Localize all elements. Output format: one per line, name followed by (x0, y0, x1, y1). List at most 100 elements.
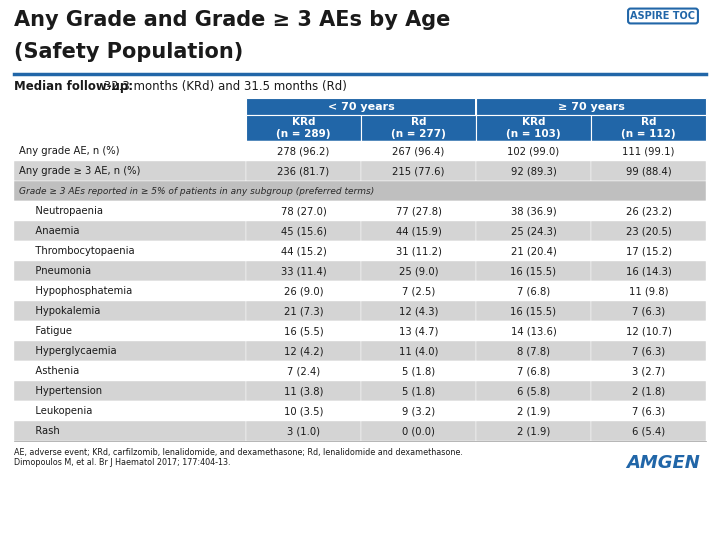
Bar (14, 341, 246, 361)
Bar (591, 141, 706, 161)
Text: Asthenia: Asthenia (26, 366, 79, 376)
Bar (361, 161, 476, 181)
Bar (361, 381, 476, 401)
Text: 11 (4.0): 11 (4.0) (399, 346, 438, 356)
Text: 111 (99.1): 111 (99.1) (622, 146, 675, 156)
Bar (476, 421, 591, 441)
Bar (591, 321, 706, 341)
Text: 3 (1.0): 3 (1.0) (287, 426, 320, 436)
Text: 9 (3.2): 9 (3.2) (402, 406, 435, 416)
Bar (246, 98, 476, 115)
Bar (246, 201, 361, 221)
Bar (246, 321, 361, 341)
Text: 38 (36.9): 38 (36.9) (510, 206, 557, 216)
Bar (361, 201, 476, 221)
Text: Hyperglycaemia: Hyperglycaemia (26, 346, 117, 356)
Text: 6 (5.4): 6 (5.4) (632, 426, 665, 436)
Bar (246, 341, 361, 361)
Text: 5 (1.8): 5 (1.8) (402, 386, 435, 396)
Bar (591, 301, 706, 321)
Bar (361, 261, 476, 281)
Bar (361, 361, 476, 381)
Text: Any grade ≥ 3 AE, n (%): Any grade ≥ 3 AE, n (%) (19, 166, 140, 176)
Text: 11 (9.8): 11 (9.8) (629, 286, 668, 296)
Bar (476, 241, 591, 261)
Text: ≥ 70 years: ≥ 70 years (557, 102, 624, 111)
Bar (14, 381, 246, 401)
Bar (246, 421, 361, 441)
Text: Neutropaenia: Neutropaenia (26, 206, 103, 216)
Bar (361, 421, 476, 441)
Bar (14, 221, 246, 241)
Text: 33 (11.4): 33 (11.4) (281, 266, 326, 276)
Bar (591, 201, 706, 221)
Text: 16 (5.5): 16 (5.5) (284, 326, 323, 336)
Bar (361, 241, 476, 261)
Bar (14, 161, 246, 181)
Text: 12 (4.2): 12 (4.2) (284, 346, 323, 356)
Bar (476, 321, 591, 341)
Text: Pneumonia: Pneumonia (26, 266, 91, 276)
Text: Dimopoulos M, et al. Br J Haematol 2017; 177:404-13.: Dimopoulos M, et al. Br J Haematol 2017;… (14, 458, 230, 467)
Bar (591, 261, 706, 281)
Bar (14, 261, 246, 281)
Bar (14, 301, 246, 321)
Bar (476, 161, 591, 181)
Text: 13 (4.7): 13 (4.7) (399, 326, 438, 336)
Bar (476, 98, 706, 115)
Bar (476, 361, 591, 381)
Text: 92 (89.3): 92 (89.3) (510, 166, 557, 176)
Text: Hypokalemia: Hypokalemia (26, 306, 100, 316)
Bar (476, 141, 591, 161)
Text: Anaemia: Anaemia (26, 226, 79, 236)
Text: Fatigue: Fatigue (26, 326, 72, 336)
Bar (246, 115, 361, 141)
Text: 6 (5.8): 6 (5.8) (517, 386, 550, 396)
Text: 26 (9.0): 26 (9.0) (284, 286, 323, 296)
Text: Thrombocytopaenia: Thrombocytopaenia (26, 246, 135, 256)
Text: 10 (3.5): 10 (3.5) (284, 406, 323, 416)
Text: 2 (1.9): 2 (1.9) (517, 406, 550, 416)
Bar (476, 381, 591, 401)
Bar (591, 401, 706, 421)
Bar (361, 301, 476, 321)
Bar (361, 221, 476, 241)
Text: 12 (10.7): 12 (10.7) (626, 326, 672, 336)
Bar (246, 161, 361, 181)
Bar (361, 281, 476, 301)
Text: 0 (0.0): 0 (0.0) (402, 426, 435, 436)
Text: 16 (15.5): 16 (15.5) (510, 266, 557, 276)
Text: (Safety Population): (Safety Population) (14, 42, 243, 62)
Bar (246, 381, 361, 401)
Text: 7 (6.3): 7 (6.3) (632, 306, 665, 316)
Text: Grade ≥ 3 AEs reported in ≥ 5% of patients in any subgroup (preferred terms): Grade ≥ 3 AEs reported in ≥ 5% of patien… (19, 186, 374, 195)
Bar (591, 341, 706, 361)
Text: 7 (2.5): 7 (2.5) (402, 286, 435, 296)
Bar (14, 281, 246, 301)
Text: 102 (99.0): 102 (99.0) (508, 146, 559, 156)
Text: 7 (6.8): 7 (6.8) (517, 286, 550, 296)
Bar (475, 98, 477, 115)
Text: 236 (81.7): 236 (81.7) (277, 166, 330, 176)
Text: Leukopenia: Leukopenia (26, 406, 92, 416)
Text: 25 (9.0): 25 (9.0) (399, 266, 438, 276)
Text: ASPIRE TOC: ASPIRE TOC (631, 11, 696, 21)
Bar (591, 281, 706, 301)
Bar (476, 201, 591, 221)
Text: Any grade AE, n (%): Any grade AE, n (%) (19, 146, 120, 156)
Text: 99 (88.4): 99 (88.4) (626, 166, 671, 176)
Text: 14 (13.6): 14 (13.6) (510, 326, 557, 336)
Text: Any Grade and Grade ≥ 3 AEs by Age: Any Grade and Grade ≥ 3 AEs by Age (14, 10, 451, 30)
Text: 2 (1.9): 2 (1.9) (517, 426, 550, 436)
Text: Rd
(n = 112): Rd (n = 112) (621, 117, 676, 139)
Bar (14, 181, 706, 201)
Text: < 70 years: < 70 years (328, 102, 395, 111)
Text: 16 (14.3): 16 (14.3) (626, 266, 671, 276)
Bar (361, 401, 476, 421)
Text: 278 (96.2): 278 (96.2) (277, 146, 330, 156)
Bar (14, 201, 246, 221)
Bar (246, 241, 361, 261)
Bar (14, 421, 246, 441)
Bar (361, 115, 476, 141)
Text: 21 (7.3): 21 (7.3) (284, 306, 323, 316)
